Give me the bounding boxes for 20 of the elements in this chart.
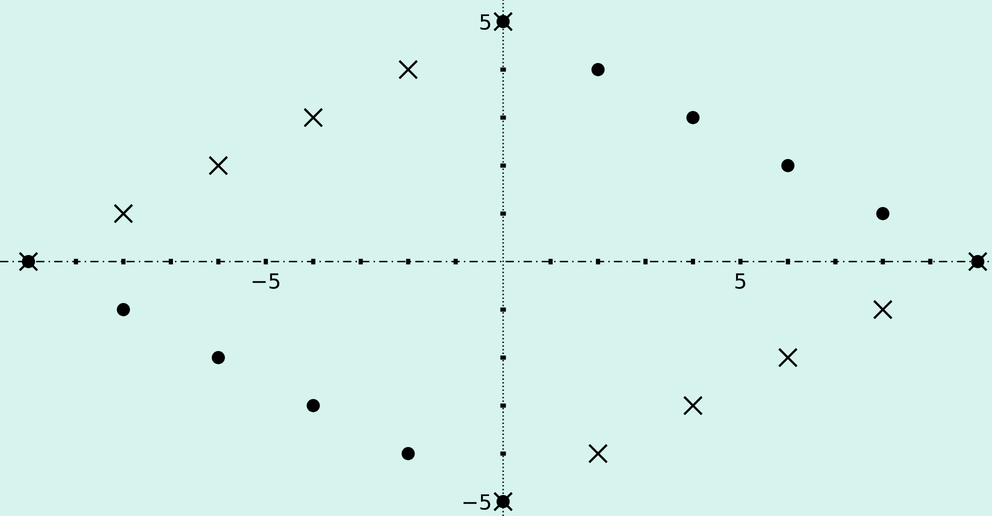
point: [114, 204, 134, 224]
point: [683, 396, 703, 416]
point: [588, 444, 608, 464]
point: [402, 447, 415, 460]
point: [971, 255, 984, 268]
point: [303, 108, 324, 128]
point: [116, 303, 130, 316]
point: [208, 156, 228, 176]
point: [398, 60, 418, 80]
point: [22, 255, 36, 268]
point: [876, 207, 890, 220]
point: [496, 495, 510, 508]
point: [496, 15, 510, 28]
point: [212, 351, 225, 364]
point: [778, 348, 798, 368]
point: [591, 63, 605, 76]
point: [686, 111, 700, 124]
point: [872, 300, 893, 320]
point: [781, 159, 794, 172]
point: [306, 399, 320, 412]
